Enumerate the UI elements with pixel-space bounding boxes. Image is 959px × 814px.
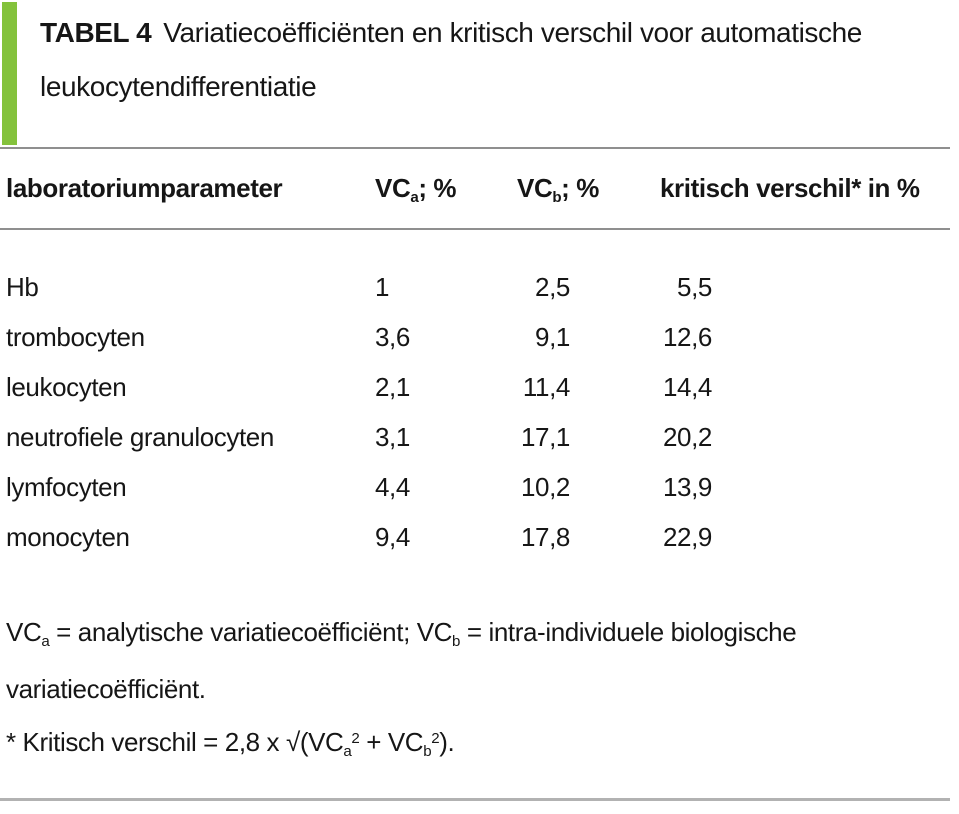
cell-vca: 4,4 bbox=[375, 471, 410, 502]
table-title: TABEL 4 Variatiecoëfficiënten en kritisch… bbox=[40, 6, 952, 114]
table-row: monocyten 9,4 17,8 22,9 bbox=[0, 512, 953, 562]
divider-under-header bbox=[0, 228, 950, 230]
cell-parameter: neutrofiele granulocyten bbox=[6, 421, 274, 452]
cell-parameter: lymfocyten bbox=[6, 471, 127, 502]
cell-vca: 3,6 bbox=[375, 321, 410, 352]
footnote-definitions-continued: variatiecoëfficiënt. bbox=[6, 674, 206, 704]
cell-critical-difference: 22,9 bbox=[662, 521, 712, 552]
table-row: Hb 1 2,5 5,5 bbox=[0, 262, 953, 312]
cell-critical-difference: 20,2 bbox=[662, 421, 712, 452]
cell-vca: 9,4 bbox=[375, 521, 410, 552]
cell-vcb: 11,4 bbox=[522, 371, 570, 402]
cell-parameter: trombocyten bbox=[6, 321, 145, 352]
table-title-text: Variatiecoëfficiënten en kritisch versch… bbox=[40, 17, 862, 102]
divider-under-title bbox=[0, 147, 950, 149]
cell-critical-difference: 5,5 bbox=[677, 271, 712, 302]
cell-critical-difference: 12,6 bbox=[662, 321, 712, 352]
footnote-definitions: VCa = analytische variatiecoëfficiënt; V… bbox=[6, 617, 797, 651]
col-header-vcb: VCb; % bbox=[517, 173, 599, 207]
green-accent-bar bbox=[2, 2, 17, 145]
table-row: leukocyten 2,1 11,4 14,4 bbox=[0, 362, 953, 412]
cell-vcb: 2,5 bbox=[535, 271, 570, 302]
cell-vcb: 17,1 bbox=[520, 421, 570, 452]
cell-vcb: 17,8 bbox=[520, 521, 570, 552]
table-number-label: TABEL 4 bbox=[40, 17, 152, 48]
col-header-critical-difference: kritisch verschil* in % bbox=[660, 173, 920, 203]
footnote-formula: * Kritisch verschil = 2,8 x √(VCa2 + VCb… bbox=[6, 727, 455, 761]
cell-critical-difference: 13,9 bbox=[662, 471, 712, 502]
table-row: lymfocyten 4,4 10,2 13,9 bbox=[0, 462, 953, 512]
cell-parameter: Hb bbox=[6, 271, 39, 302]
col-header-parameter: laboratoriumparameter bbox=[6, 173, 283, 203]
cell-vcb: 9,1 bbox=[535, 321, 570, 352]
cell-critical-difference: 14,4 bbox=[662, 371, 712, 402]
table-body: Hb 1 2,5 5,5 trombocyten 3,6 9,1 12,6 le… bbox=[0, 262, 953, 562]
cell-parameter: monocyten bbox=[6, 521, 130, 552]
cell-vca: 3,1 bbox=[375, 421, 410, 452]
cell-parameter: leukocyten bbox=[6, 371, 127, 402]
cell-vca: 1 bbox=[375, 271, 390, 302]
table-header-row: laboratoriumparameter VCa; % VCb; % krit… bbox=[0, 168, 959, 213]
table-row: trombocyten 3,6 9,1 12,6 bbox=[0, 312, 953, 362]
cell-vcb: 10,2 bbox=[520, 471, 570, 502]
col-header-vca: VCa; % bbox=[375, 173, 457, 207]
table-footnotes: VCa = analytische variatiecoëfficiënt; V… bbox=[6, 606, 946, 773]
table-row: neutrofiele granulocyten 3,1 17,1 20,2 bbox=[0, 412, 953, 462]
divider-bottom bbox=[0, 798, 950, 801]
cell-vca: 2,1 bbox=[375, 371, 410, 402]
